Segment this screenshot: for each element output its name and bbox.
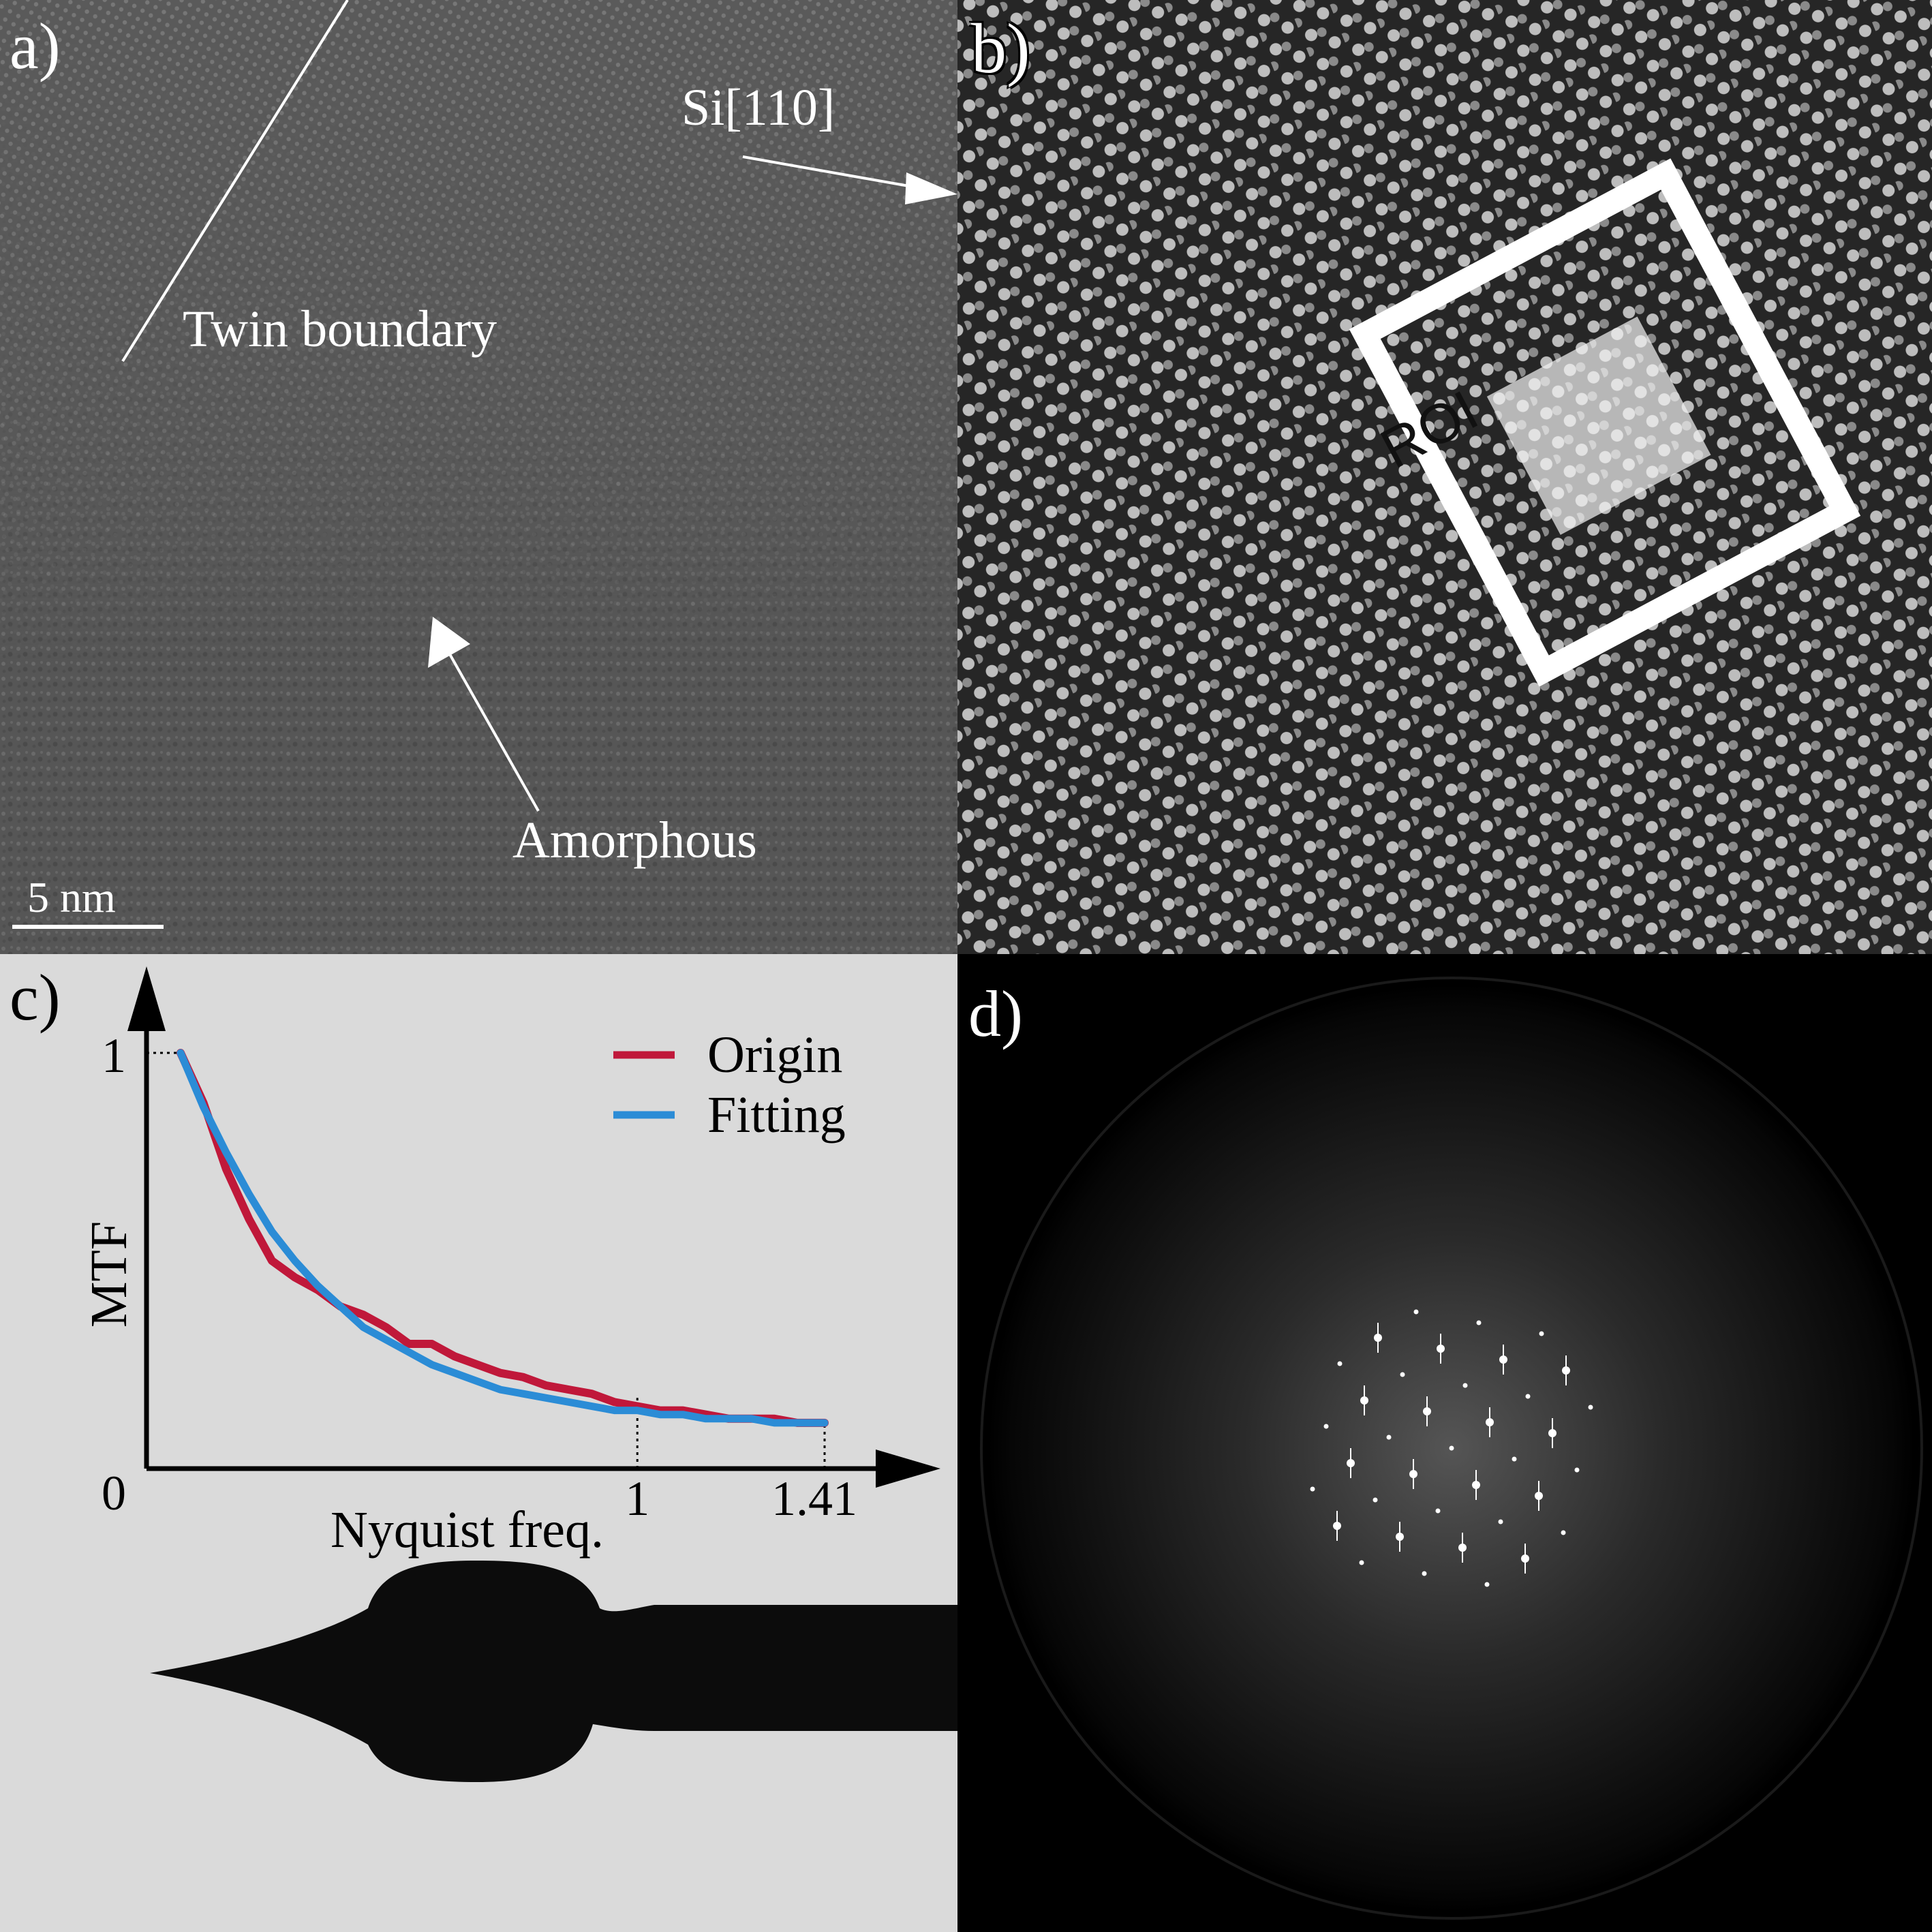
fft-spot xyxy=(1386,1435,1392,1440)
amorphous-label: Amorphous xyxy=(512,812,757,869)
fft-spot xyxy=(1323,1424,1329,1429)
fft-spot xyxy=(1588,1405,1593,1410)
fft-spot xyxy=(1462,1383,1468,1388)
roi-frame xyxy=(1349,158,1861,687)
fft-spot xyxy=(1400,1372,1405,1377)
x-tick-1: 1 xyxy=(625,1471,649,1526)
x-axis-label: Nyquist freq. xyxy=(331,1501,604,1559)
fft-spots xyxy=(1310,1309,1593,1587)
si110-arrowhead xyxy=(905,172,957,204)
fft-spot xyxy=(1512,1456,1517,1462)
twin-boundary-line xyxy=(121,0,349,363)
x-tick-1-41: 1.41 xyxy=(771,1471,857,1526)
fft-spot xyxy=(1413,1309,1419,1315)
x-axis-arrowhead xyxy=(876,1450,940,1488)
y-axis-arrowhead xyxy=(127,966,166,1031)
y-tick-1: 1 xyxy=(102,1028,126,1083)
legend-label-origin: Origin xyxy=(707,1026,842,1084)
panel-c-mtf-chart: 1 0 1 1.41 Nyquist freq. MTF Origin Fitting c) xyxy=(0,954,957,1932)
fft-ring xyxy=(980,977,1923,1920)
scale-bar-label: 5 nm xyxy=(27,873,116,921)
fft-spot xyxy=(1476,1320,1482,1325)
panel-d-fft-pattern: d) xyxy=(957,954,1932,1932)
panel-a-label: a) xyxy=(10,10,61,82)
roi-box xyxy=(1486,316,1711,535)
fft-spot xyxy=(1449,1445,1454,1451)
fft-spot xyxy=(1525,1394,1531,1399)
panel-c-label: c) xyxy=(10,961,61,1034)
fft-spot xyxy=(1310,1486,1315,1492)
panel-d-label: d) xyxy=(968,977,1023,1050)
panel-a-hrtem-image: a) Si[110] Twin boundary Amorphous 5 nm xyxy=(0,0,957,954)
twin-boundary-label: Twin boundary xyxy=(183,301,497,358)
si110-arrow xyxy=(742,155,917,189)
panel-b-graphic xyxy=(957,0,1932,954)
fft-spot xyxy=(1422,1571,1427,1576)
needle-silhouette xyxy=(150,1561,957,1782)
si110-label: Si[110] xyxy=(681,79,835,136)
amorphous-arrow xyxy=(448,654,540,812)
fft-spot xyxy=(1359,1560,1364,1565)
series-line-fitting xyxy=(177,1049,829,1427)
panel-b-lattice-image: ROI b) xyxy=(957,0,1932,954)
fft-spot xyxy=(1484,1582,1490,1587)
fft-spot xyxy=(1373,1497,1378,1503)
y-axis-label: MTF xyxy=(80,1221,138,1328)
amorphous-arrowhead xyxy=(428,617,470,668)
fft-spot xyxy=(1337,1361,1343,1366)
y-tick-0: 0 xyxy=(102,1466,126,1520)
legend-label-fitting: Fitting xyxy=(707,1086,846,1144)
fft-spot xyxy=(1574,1467,1580,1473)
fft-spot xyxy=(1498,1519,1503,1524)
panel-d-graphic xyxy=(957,954,1932,1932)
fft-spot xyxy=(1435,1508,1441,1514)
fft-spot xyxy=(1539,1331,1544,1336)
fft-spot xyxy=(1561,1530,1566,1535)
panel-a-graphic xyxy=(0,0,957,954)
panel-b-label: b) xyxy=(971,10,1030,88)
